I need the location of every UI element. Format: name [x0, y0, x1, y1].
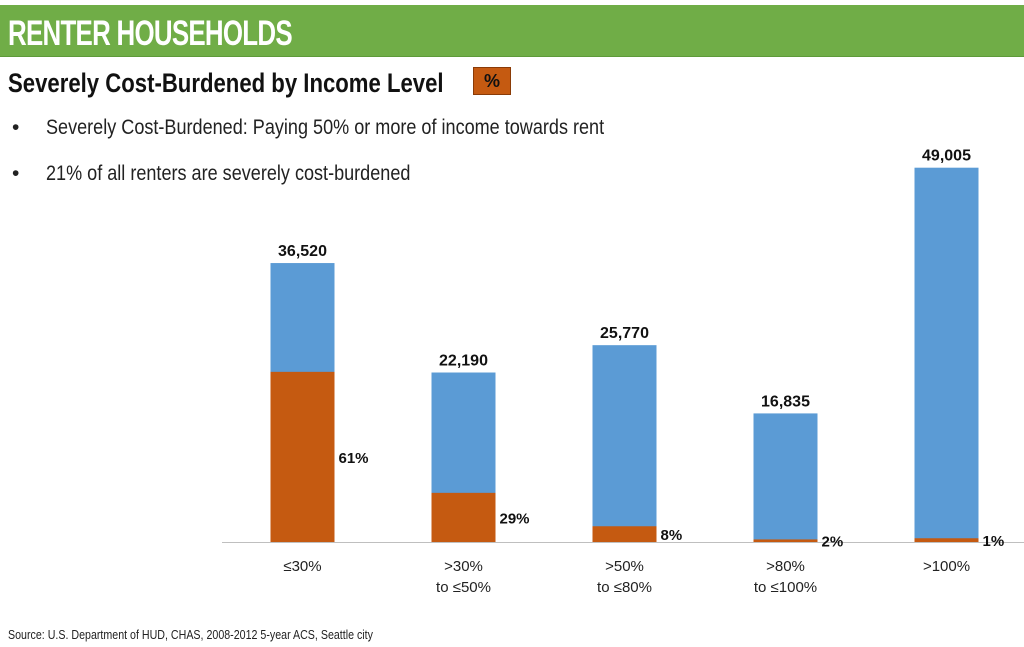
bar-burdened	[753, 539, 818, 542]
bullet-text: Severely Cost-Burdened: Paying 50% or mo…	[46, 116, 605, 139]
bar-burdened	[270, 371, 335, 542]
bar-total	[753, 413, 818, 542]
bullet-marker: •	[12, 116, 20, 139]
bar-value-label: 16,835	[761, 393, 810, 410]
x-tick-label: >80%	[766, 558, 805, 575]
bar-percent-label: 61%	[339, 450, 369, 467]
bar-value-label: 25,770	[600, 325, 649, 342]
x-tick-label: ≤30%	[283, 558, 321, 575]
bar-percent-label: 1%	[983, 533, 1005, 550]
source-note: Source: U.S. Department of HUD, CHAS, 20…	[8, 627, 373, 642]
bar-value-label: 22,190	[439, 353, 488, 370]
percent-legend-swatch: %	[473, 67, 511, 95]
bullet-share: • 21% of all renters are severely cost-bu…	[12, 161, 470, 187]
chart-subtitle: Severely Cost-Burdened by Income Level	[8, 68, 444, 98]
page-title: RENTER HOUSEHOLDS	[8, 14, 293, 53]
bullet-marker: •	[12, 162, 20, 185]
bar-value-label: 49,005	[922, 148, 971, 165]
subtitle-row: Severely Cost-Burdened by Income Level %	[8, 67, 539, 99]
bullet-text: 21% of all renters are severely cost-bur…	[46, 162, 411, 185]
bar-burdened	[431, 492, 496, 542]
bar-total	[914, 167, 979, 543]
bar-total	[592, 345, 657, 542]
bar-burdened	[592, 526, 657, 542]
bar-percent-label: 8%	[661, 527, 683, 544]
bar-percent-label: 2%	[822, 534, 844, 551]
x-tick-label: to ≤80%	[597, 579, 652, 596]
bullet-definition: • Severely Cost-Burdened: Paying 50% or m…	[12, 115, 695, 141]
bar-burdened	[914, 538, 979, 542]
x-tick-label: >30%	[444, 558, 483, 575]
x-tick-label: >100%	[923, 558, 970, 575]
x-tick-label: >50%	[605, 558, 644, 575]
x-tick-label: to ≤50%	[436, 579, 491, 596]
x-tick-label: to ≤100%	[754, 579, 817, 596]
bar-value-label: 36,520	[278, 243, 327, 260]
header-band: RENTER HOUSEHOLDS	[0, 5, 1024, 57]
bar-percent-label: 29%	[500, 510, 530, 527]
